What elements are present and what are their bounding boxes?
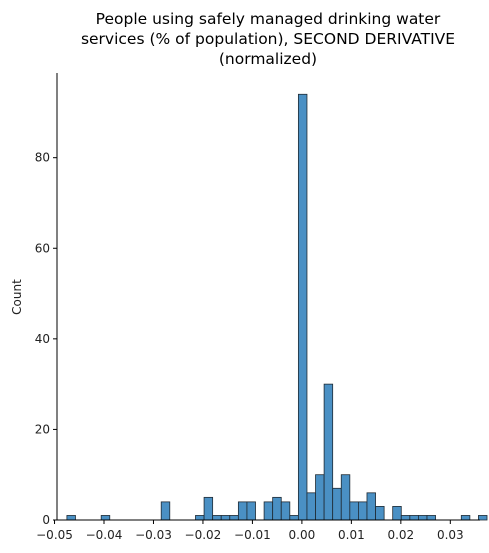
y-tick-label: 40: [35, 332, 50, 346]
x-tick-label: 0.00: [289, 528, 316, 542]
x-tick-label: 0.02: [387, 528, 414, 542]
y-tick-label: 0: [42, 513, 50, 527]
histogram-bar: [289, 515, 299, 521]
histogram-bar: [400, 515, 411, 521]
y-tick-label: 20: [35, 422, 50, 436]
title-line-1: People using safely managed drinking wat…: [96, 10, 441, 28]
histogram-bar: [66, 515, 76, 521]
histogram-bar: [263, 501, 274, 521]
histogram-bar: [392, 506, 402, 521]
histogram-bar: [160, 501, 171, 521]
histogram-bar: [280, 501, 291, 521]
y-axis-label: Count: [10, 279, 24, 315]
histogram-bar: [366, 492, 376, 521]
x-tick-label: −0.01: [234, 528, 271, 542]
histogram-bar: [375, 506, 385, 521]
histogram-bar: [460, 515, 471, 521]
title-line-3: (normalized): [219, 50, 317, 68]
histogram-bar: [195, 515, 205, 521]
histogram-bar: [418, 515, 428, 521]
histogram-bar: [220, 515, 231, 521]
y-tick-label: 80: [35, 151, 50, 165]
histogram-bar: [212, 515, 222, 521]
histogram-bar: [349, 501, 359, 521]
histogram-bar: [246, 501, 256, 521]
histogram-bar: [272, 496, 282, 521]
histogram-bar: [358, 501, 368, 521]
title-line-2: services (% of population), SECOND DERIV…: [81, 30, 455, 48]
histogram-bar: [203, 496, 214, 521]
x-tick-label: −0.02: [185, 528, 222, 542]
histogram-bar: [237, 501, 248, 521]
x-tick-label: −0.05: [36, 528, 73, 542]
x-tick-label: −0.03: [135, 528, 172, 542]
x-axis-ticks: −0.05 −0.04 −0.03 −0.02 −0.01 0.00 0.01 0.02 0.0…: [36, 520, 464, 542]
x-tick-label: 0.01: [338, 528, 365, 542]
histogram-bar: [340, 474, 351, 521]
y-tick-label: 60: [35, 241, 50, 255]
histogram-bars: [66, 93, 488, 521]
histogram-bar: [306, 492, 316, 521]
histogram-bar: [315, 474, 325, 521]
histogram-bar: [229, 515, 239, 521]
histogram-bar: [323, 383, 334, 521]
chart-title: People using safely managed drinking wat…: [81, 10, 455, 68]
histogram-bar: [332, 487, 342, 521]
histogram-bar: [100, 515, 111, 521]
y-axis-ticks: 0 20 40 60 80: [35, 151, 57, 527]
histogram-bar: [426, 515, 436, 521]
x-tick-label: −0.04: [86, 528, 123, 542]
histogram-bar: [409, 515, 419, 521]
histogram-bar: [478, 515, 488, 521]
histogram-bar: [297, 93, 308, 521]
x-tick-label: 0.03: [437, 528, 464, 542]
